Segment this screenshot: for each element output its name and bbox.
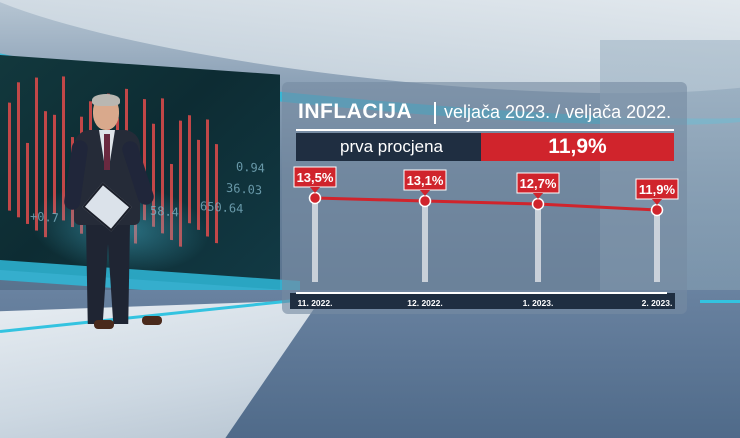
value-stem [312, 198, 318, 282]
videowall-chart-bar [17, 82, 20, 218]
estimate-label: prva procjena [296, 133, 481, 161]
series-line-segment [424, 199, 539, 206]
x-tick-label: 11. 2022. [298, 298, 333, 308]
data-point [418, 194, 432, 208]
graphic-title-row: INFLACIJA veljača 2023. / veljača 2022. [296, 100, 676, 130]
x-axis-line [296, 292, 667, 294]
x-tick-label: 12. 2022. [407, 298, 442, 308]
inflation-line-chart: 13,5% 13,1% 12,7% 11,9% 11. 2022. 12. 2022. 1.… [282, 162, 687, 322]
value-stem [535, 204, 541, 282]
data-label: 11,9% [639, 182, 676, 197]
estimate-bar: prva procjena 11,9% [296, 133, 674, 161]
data-label: 13,1% [407, 173, 444, 188]
floor-cyan-line [700, 300, 740, 303]
series-line-segment [314, 196, 426, 203]
value-stem [654, 210, 660, 282]
presenter-shoe [94, 320, 114, 329]
title-separator [434, 102, 436, 124]
estimate-value: 11,9% [481, 133, 674, 161]
presenter-shoe [142, 316, 162, 325]
value-stem [422, 201, 428, 282]
title-underline [296, 129, 674, 131]
data-label: 13,5% [297, 170, 334, 185]
data-point [308, 191, 322, 205]
x-tick-label: 2. 2023. [642, 298, 673, 308]
graphic-subtitle: veljača 2023. / veljača 2022. [444, 102, 672, 122]
videowall-number: +0.7 [30, 209, 59, 226]
x-axis-band [290, 293, 675, 309]
videowall-number: 650.64 [200, 198, 244, 217]
data-label-pointer [652, 199, 662, 205]
data-label-pointer [310, 187, 320, 193]
videowall-number: 36.03 [226, 180, 263, 198]
data-label: 12,7% [520, 176, 557, 191]
graphic-title: INFLACIJA [298, 100, 413, 123]
videowall-number: 0.94 [236, 159, 265, 176]
presenter-legs [86, 224, 130, 324]
data-label-pointer [420, 190, 430, 196]
data-point [531, 197, 545, 211]
series-line-segment [537, 202, 658, 212]
presenter-tie [104, 134, 110, 170]
chart-svg: 13,5% 13,1% 12,7% 11,9% 11. 2022. 12. 2022. 1.… [293, 166, 679, 308]
presenter-hair [92, 94, 120, 106]
data-point [650, 203, 664, 217]
presenter [63, 94, 168, 341]
videowall-chart-bar [215, 144, 218, 244]
videowall-chart-bar [8, 102, 11, 211]
videowall-chart-bar [26, 142, 29, 225]
data-label-pointer [533, 193, 543, 199]
x-tick-label: 1. 2023. [523, 298, 554, 308]
